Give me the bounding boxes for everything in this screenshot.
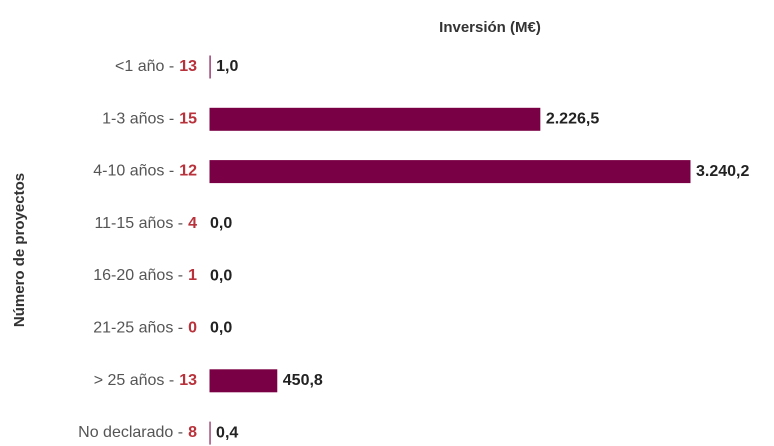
category-name: <1 año - — [115, 58, 174, 75]
bar — [209, 160, 691, 184]
category-label: 1-3 años - 15 — [102, 111, 197, 128]
project-count: 13 — [179, 58, 197, 75]
value-label: 2.226,5 — [546, 111, 599, 128]
project-count: 1 — [188, 267, 197, 284]
category-name: 16-20 años - — [93, 267, 183, 284]
category-name: 11-15 años - — [94, 215, 183, 232]
value-label: 450,8 — [283, 372, 323, 389]
category-name: No declarado - — [78, 424, 183, 441]
category-label: No declarado - 8 — [78, 424, 197, 441]
project-count: 13 — [179, 372, 197, 389]
category-label: 11-15 años - 4 — [94, 215, 197, 232]
category-label: 4-10 años - 12 — [93, 163, 197, 180]
bar — [209, 107, 541, 131]
project-count: 0 — [188, 320, 197, 337]
project-count: 12 — [179, 163, 197, 180]
value-label: 0,0 — [210, 267, 232, 284]
project-count: 4 — [188, 215, 197, 232]
category-name: > 25 años - — [94, 372, 175, 389]
y-axis-title: Número de proyectos — [11, 173, 28, 327]
bar — [209, 369, 278, 393]
category-name: 4-10 años - — [93, 163, 174, 180]
category-label: <1 año - 13 — [115, 58, 197, 75]
category-name: 1-3 años - — [102, 111, 174, 128]
chart-title: Inversión (M€) — [439, 19, 541, 36]
value-label: 0,0 — [210, 215, 232, 232]
value-label: 0,0 — [210, 320, 232, 337]
category-label: 16-20 años - 1 — [93, 267, 197, 284]
value-label: 3.240,2 — [696, 163, 749, 180]
value-label: 0,4 — [216, 424, 238, 441]
project-count: 8 — [188, 424, 197, 441]
category-label: 21-25 años - 0 — [93, 320, 197, 337]
category-label: > 25 años -13 — [94, 372, 197, 389]
project-count: 15 — [179, 111, 197, 128]
category-name: 21-25 años - — [93, 320, 183, 337]
value-label: 1,0 — [216, 58, 238, 75]
